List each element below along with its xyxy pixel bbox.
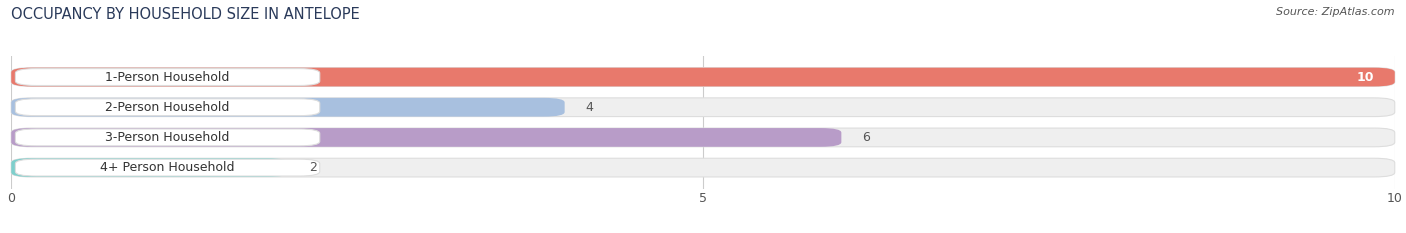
FancyBboxPatch shape bbox=[11, 68, 1395, 86]
FancyBboxPatch shape bbox=[11, 98, 1395, 116]
FancyBboxPatch shape bbox=[11, 98, 565, 116]
FancyBboxPatch shape bbox=[11, 128, 841, 147]
Text: 4: 4 bbox=[585, 101, 593, 114]
Text: 10: 10 bbox=[1357, 71, 1374, 84]
FancyBboxPatch shape bbox=[11, 68, 1395, 86]
Text: OCCUPANCY BY HOUSEHOLD SIZE IN ANTELOPE: OCCUPANCY BY HOUSEHOLD SIZE IN ANTELOPE bbox=[11, 7, 360, 22]
FancyBboxPatch shape bbox=[15, 129, 319, 146]
FancyBboxPatch shape bbox=[11, 158, 1395, 177]
FancyBboxPatch shape bbox=[15, 69, 319, 86]
Text: 6: 6 bbox=[862, 131, 870, 144]
Text: 2-Person Household: 2-Person Household bbox=[105, 101, 229, 114]
FancyBboxPatch shape bbox=[15, 99, 319, 116]
Text: 3-Person Household: 3-Person Household bbox=[105, 131, 229, 144]
Text: 2: 2 bbox=[309, 161, 316, 174]
Text: 4+ Person Household: 4+ Person Household bbox=[100, 161, 235, 174]
FancyBboxPatch shape bbox=[15, 159, 319, 176]
Text: Source: ZipAtlas.com: Source: ZipAtlas.com bbox=[1277, 7, 1395, 17]
FancyBboxPatch shape bbox=[11, 128, 1395, 147]
Text: 1-Person Household: 1-Person Household bbox=[105, 71, 229, 84]
FancyBboxPatch shape bbox=[11, 158, 288, 177]
